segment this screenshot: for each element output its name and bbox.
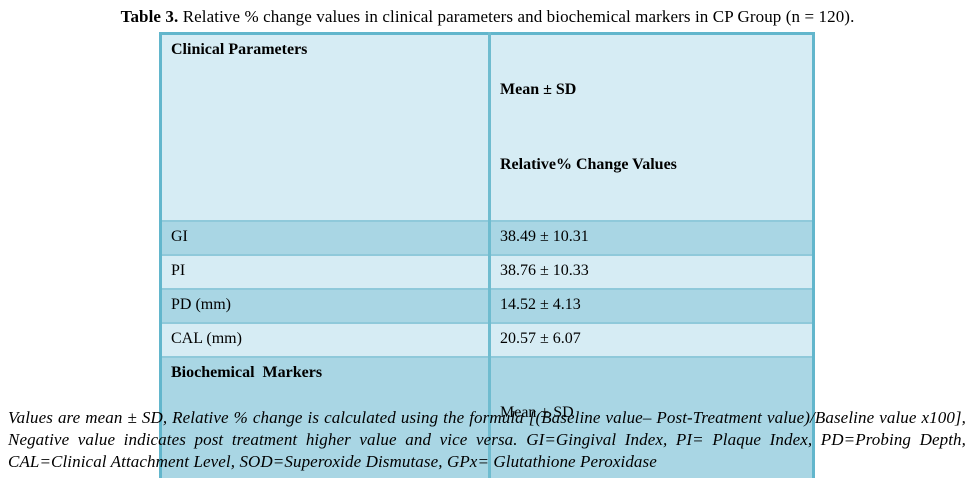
table-row: PI 38.76 ± 10.33 [159, 254, 815, 290]
data-table: Clinical Parameters Mean ± SD Relative% … [159, 32, 815, 478]
row-value: 38.76 ± 10.33 [488, 254, 815, 290]
clinical-header-param: Clinical Parameters [159, 32, 491, 222]
row-param: PD (mm) [159, 288, 491, 324]
clinical-header-value-line1: Mean ± SD [500, 81, 577, 98]
table-footnote: Values are mean ± SD, Relative % change … [8, 408, 966, 471]
table-caption: Table 3. Relative % change values in cli… [0, 0, 975, 27]
row-value: 14.52 ± 4.13 [488, 288, 815, 324]
table-row: GI 38.49 ± 10.31 [159, 220, 815, 256]
biochemical-header-param: Biochemical Markers [159, 356, 491, 478]
row-value: 38.49 ± 10.31 [488, 220, 815, 256]
table-row: CAL (mm) 20.57 ± 6.07 [159, 322, 815, 358]
row-value: 20.57 ± 6.07 [488, 322, 815, 358]
table-caption-number: Table 3. [120, 7, 179, 26]
table-caption-text: Relative % change values in clinical par… [178, 7, 855, 26]
row-param: GI [159, 220, 491, 256]
row-param: PI [159, 254, 491, 290]
clinical-header-value: Mean ± SD Relative% Change Values [488, 32, 815, 222]
row-param: CAL (mm) [159, 322, 491, 358]
table-row: PD (mm) 14.52 ± 4.13 [159, 288, 815, 324]
biochemical-header-value-line1: Mean ± SD [500, 404, 574, 421]
clinical-header-row: Clinical Parameters Mean ± SD Relative% … [159, 32, 815, 222]
clinical-header-value-line2: Relative% Change Values [500, 156, 677, 173]
biochemical-header-row: Biochemical Markers Mean ± SD Relative %… [159, 356, 815, 478]
biochemical-header-value: Mean ± SD Relative % Change Values [488, 356, 815, 478]
